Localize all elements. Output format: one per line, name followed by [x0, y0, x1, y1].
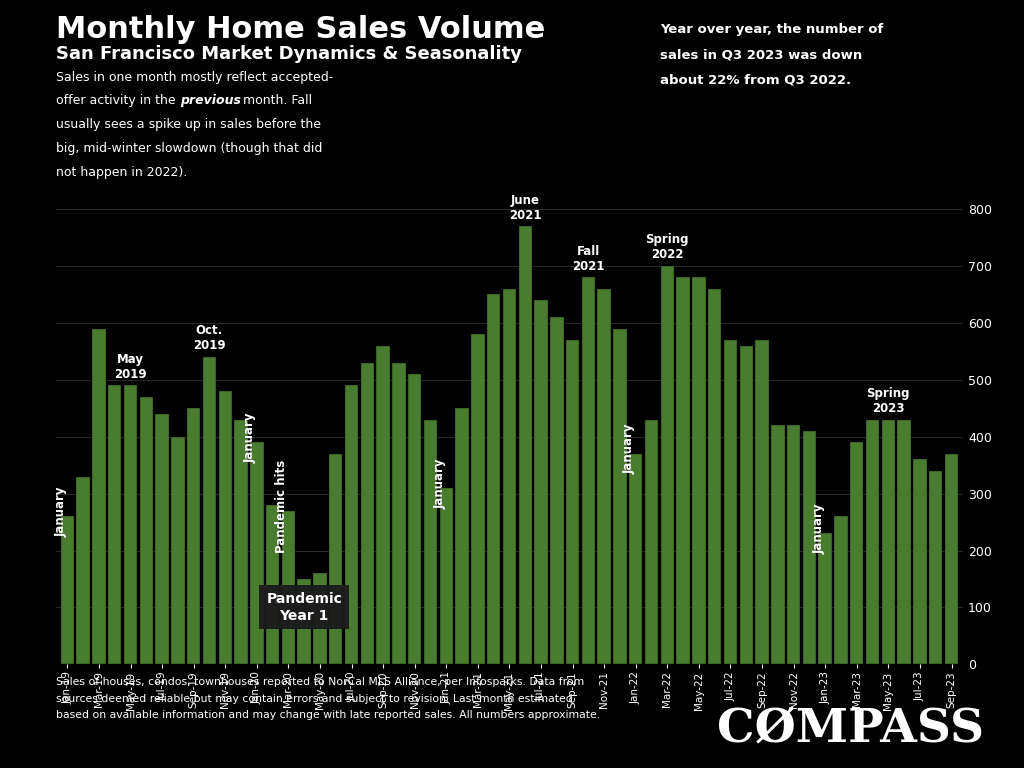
Bar: [392, 362, 406, 664]
Text: Sales in one month mostly reflect accepted-: Sales in one month mostly reflect accept…: [56, 71, 334, 84]
Bar: [756, 340, 769, 664]
Text: about 22% from Q3 2022.: about 22% from Q3 2022.: [660, 74, 852, 87]
Bar: [234, 419, 248, 664]
Bar: [771, 425, 784, 664]
Text: June
2021: June 2021: [509, 194, 542, 222]
Bar: [456, 409, 469, 664]
Bar: [597, 289, 611, 664]
Bar: [218, 391, 232, 664]
Bar: [250, 442, 263, 664]
Text: San Francisco Market Dynamics & Seasonality: San Francisco Market Dynamics & Seasonal…: [56, 45, 522, 62]
Text: month. Fall: month. Fall: [239, 94, 311, 108]
Text: May
2019: May 2019: [115, 353, 146, 381]
Bar: [298, 579, 311, 664]
Bar: [60, 516, 74, 664]
Bar: [377, 346, 390, 664]
Bar: [566, 340, 580, 664]
Text: January: January: [54, 487, 68, 537]
Bar: [913, 459, 927, 664]
Bar: [313, 573, 327, 664]
Text: Spring
2022: Spring 2022: [645, 233, 689, 261]
Text: Pandemic hits: Pandemic hits: [275, 459, 289, 553]
Bar: [866, 419, 880, 664]
Bar: [629, 454, 642, 664]
Text: Pandemic
Year 1: Pandemic Year 1: [266, 592, 342, 623]
Bar: [360, 362, 374, 664]
Bar: [124, 386, 137, 664]
Bar: [550, 317, 563, 664]
Bar: [660, 266, 674, 664]
Text: January: January: [433, 458, 446, 508]
Bar: [535, 300, 548, 664]
Bar: [329, 454, 342, 664]
Text: Sales of houses, condos, townhouses reported to NorCal MLS Alliance, per Infospa: Sales of houses, condos, townhouses repo…: [56, 677, 585, 687]
Bar: [203, 357, 216, 664]
Bar: [108, 386, 122, 664]
Bar: [282, 511, 295, 664]
Bar: [139, 397, 153, 664]
Text: Fall
2021: Fall 2021: [572, 245, 604, 273]
Text: usually sees a spike up in sales before the: usually sees a spike up in sales before …: [56, 118, 322, 131]
Bar: [613, 329, 627, 664]
Text: sources deemed reliable but may contain errors and subject to revision. Last mon: sources deemed reliable but may contain …: [56, 694, 573, 703]
Bar: [897, 419, 911, 664]
Text: Oct.
2019: Oct. 2019: [194, 324, 225, 353]
Text: Monthly Home Sales Volume: Monthly Home Sales Volume: [56, 15, 546, 45]
Text: not happen in 2022).: not happen in 2022).: [56, 166, 187, 179]
Bar: [882, 419, 895, 664]
Bar: [803, 431, 816, 664]
Bar: [708, 289, 721, 664]
Bar: [724, 340, 737, 664]
Bar: [929, 471, 942, 664]
Bar: [345, 386, 358, 664]
Bar: [945, 454, 958, 664]
Text: based on available information and may change with late reported sales. All numb: based on available information and may c…: [56, 710, 600, 720]
Bar: [439, 488, 453, 664]
Bar: [471, 334, 484, 664]
Text: previous: previous: [180, 94, 242, 108]
Text: January: January: [812, 504, 825, 554]
Bar: [786, 425, 801, 664]
Text: CØMPASS: CØMPASS: [717, 707, 984, 753]
Bar: [739, 346, 753, 664]
Bar: [692, 277, 706, 664]
Bar: [835, 516, 848, 664]
Bar: [187, 409, 201, 664]
Text: big, mid-winter slowdown (though that did: big, mid-winter slowdown (though that di…: [56, 142, 323, 155]
Text: Spring
2023: Spring 2023: [866, 387, 910, 415]
Bar: [156, 414, 169, 664]
Text: offer activity in the: offer activity in the: [56, 94, 180, 108]
Text: sales in Q3 2023 was down: sales in Q3 2023 was down: [660, 48, 863, 61]
Bar: [408, 374, 422, 664]
Bar: [92, 329, 105, 664]
Bar: [645, 419, 658, 664]
Bar: [518, 226, 531, 664]
Bar: [818, 534, 831, 664]
Bar: [487, 294, 501, 664]
Text: Year over year, the number of: Year over year, the number of: [660, 23, 884, 36]
Bar: [171, 437, 184, 664]
Bar: [77, 476, 90, 664]
Text: January: January: [244, 412, 257, 463]
Text: January: January: [623, 424, 636, 475]
Bar: [677, 277, 690, 664]
Bar: [850, 442, 863, 664]
Bar: [424, 419, 437, 664]
Bar: [266, 505, 280, 664]
Bar: [503, 289, 516, 664]
Bar: [582, 277, 595, 664]
